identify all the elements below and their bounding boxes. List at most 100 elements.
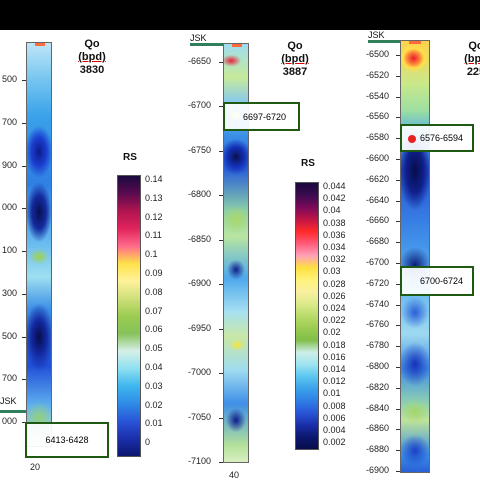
depth-tick-label: -6800 (366, 361, 390, 371)
legend-label: 0.01 (323, 388, 341, 399)
depth-tick-mark (396, 96, 400, 98)
track-top-marker (409, 41, 421, 44)
depth-tick-mark (396, 346, 400, 348)
depth-tick-mark (396, 117, 400, 119)
depth-tick-label: 000 (2, 202, 18, 213)
depth-tick-mark (219, 417, 223, 419)
depth-tick-mark (22, 165, 26, 167)
legend-label: 0.038 (323, 217, 346, 228)
depth-tick-label: -6700 (188, 100, 212, 111)
perforation-interval-3b: 6700-6724 (420, 276, 464, 286)
depth-tick-mark (396, 325, 400, 327)
legend-label: 0.06 (145, 324, 163, 335)
depth-tick-label: -6950 (188, 322, 212, 333)
depth-tick-mark (396, 75, 400, 77)
legend-label: 0.1 (145, 249, 158, 260)
depth-tick-mark (396, 429, 400, 431)
depth-tick-label: -6620 (366, 173, 390, 184)
legend-label: 0.028 (323, 278, 346, 289)
depth-tick-mark (396, 367, 400, 368)
top-black-bar (0, 0, 480, 30)
depth-tick-label: -6850 (188, 233, 212, 244)
depth-tick-label: -6750 (188, 144, 212, 155)
panel-well-2: JSK -6650 -6700 -6750 -6800 -6850 -6900 -6950 -… (185, 30, 360, 480)
depth-tick-label: -6500 (366, 49, 390, 59)
legend-label: 0.004 (323, 425, 346, 435)
legend-label: 0.012 (323, 376, 346, 387)
legend-label: 0.12 (145, 211, 163, 222)
depth-tick-mark (396, 450, 400, 452)
qo-unit-3: (bpd (464, 53, 480, 65)
qo-label-1: Qo (84, 38, 100, 50)
depth-tick-label: 500 (2, 330, 18, 341)
perforation-box-2[interactable]: 6697-6720 (223, 102, 300, 131)
depth-tick-mark (396, 200, 400, 202)
depth-tick-mark (396, 283, 400, 285)
perforation-interval-2: 6697-6720 (242, 111, 287, 122)
depth-tick-label: 100 (2, 245, 18, 255)
legend-label: 0.006 (323, 412, 346, 423)
qo-label-3: Qo (468, 40, 480, 52)
panel-well-3: JSK -6500 -6520 -6540 -6560 -6580 -6600 -6620 -… (362, 30, 480, 480)
depth-tick-label: 700 (2, 373, 18, 384)
depth-tick-label: -6880 (366, 444, 390, 455)
legend-title-1: RS (123, 152, 137, 163)
depth-tick-label: -6640 (366, 194, 390, 205)
qo-heading-2: Qo (bpd) 3887 (273, 40, 317, 79)
legend-label: 0.09 (145, 268, 163, 278)
perforation-interval-3a: 6576-6594 (420, 133, 464, 143)
perforation-box-3a[interactable]: 6576-6594 (400, 124, 474, 152)
depth-tick-mark (396, 138, 400, 140)
legend-label: 0.14 (145, 174, 163, 184)
depth-tick-label: -6700 (366, 257, 390, 267)
depth-tick-label: -6820 (366, 381, 390, 392)
depth-tick-mark (219, 195, 223, 197)
rs-log-track-3[interactable] (400, 40, 430, 473)
perforation-box-3b[interactable]: 6700-6724 (400, 266, 474, 296)
legend-label: 0.04 (145, 362, 163, 372)
legend-label: 0.07 (145, 305, 163, 316)
rs-log-track-1[interactable] (26, 42, 52, 447)
depth-tick-label: -6800 (188, 189, 212, 200)
depth-tick-mark (396, 55, 400, 56)
qo-heading-1: Qo (bpd) 3830 (70, 38, 114, 77)
depth-tick-mark (396, 159, 400, 160)
bottom-tick-1: 20 (30, 462, 41, 472)
depth-tick-label: -6600 (366, 153, 390, 163)
legend-label: 0.03 (145, 380, 163, 391)
depth-tick-mark (22, 80, 26, 81)
depth-tick-mark (219, 150, 223, 152)
depth-tick-label: -6650 (188, 56, 212, 66)
legend-color-bar (295, 182, 319, 451)
track-top-marker (35, 43, 45, 46)
jsk-marker-line-1 (0, 410, 26, 413)
legend-label: 0.018 (323, 339, 346, 350)
depth-tick-label: 500 (2, 74, 18, 84)
jsk-label-1: JSK (0, 396, 17, 406)
depth-tick-mark (219, 284, 223, 286)
depth-tick-mark (396, 304, 400, 306)
depth-tick-mark (396, 408, 400, 410)
jsk-label-2: JSK (190, 33, 207, 43)
depth-tick-label: 700 (2, 116, 18, 127)
depth-tick-label: -6780 (366, 340, 390, 351)
depth-tick-mark (22, 379, 26, 381)
legend-label: 0.026 (323, 290, 346, 301)
qo-label-2: Qo (287, 40, 303, 52)
jsk-label-3: JSK (368, 30, 385, 40)
depth-tick-label: -6860 (366, 423, 390, 434)
qo-value-1: 3830 (79, 64, 105, 76)
depth-tick-mark (219, 62, 223, 63)
bottom-tick-2: 40 (229, 470, 240, 480)
legend-label: 0.042 (323, 193, 346, 204)
jsk-marker-line-2 (190, 43, 230, 46)
perforation-dot-icon (408, 135, 416, 143)
legend-title-2: RS (301, 158, 315, 169)
perforation-box-1[interactable]: 6413-6428 (25, 422, 109, 458)
legend-label: 0.034 (323, 242, 346, 252)
depth-tick-label: -7050 (188, 411, 212, 422)
depth-tick-label: 000 (2, 416, 18, 426)
legend-label: 0.13 (145, 192, 163, 203)
qo-unit-1: (bpd) (78, 51, 106, 63)
legend-label: 0.044 (323, 181, 346, 191)
